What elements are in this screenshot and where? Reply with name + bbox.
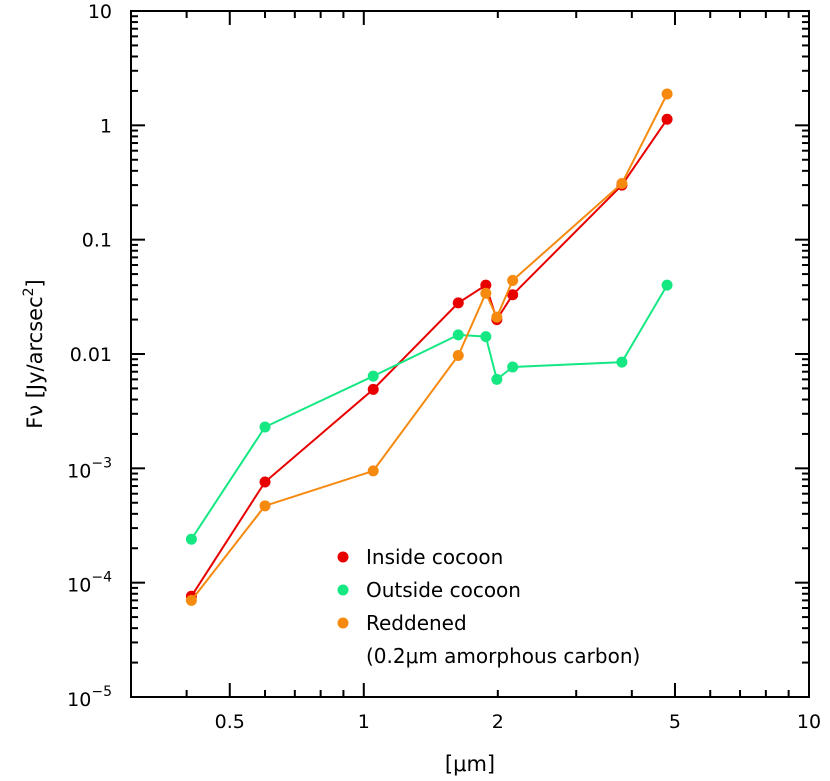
data-point [661, 279, 673, 291]
data-point [367, 465, 379, 477]
data-point [661, 113, 673, 125]
data-point [480, 331, 492, 343]
y-tick-label: 10 [88, 1, 112, 23]
data-point [452, 297, 464, 309]
data-point [507, 274, 519, 286]
legend-marker [337, 551, 349, 563]
data-point [259, 476, 271, 488]
data-point [185, 533, 197, 545]
data-point [452, 350, 464, 362]
x-tick-labels: 0.5 1 2 5 10 [215, 711, 821, 733]
data-point [661, 88, 673, 100]
y-tick-label-base: 10 [67, 689, 91, 711]
legend-marker [337, 617, 349, 629]
y-axis-label: Fν [Jy/arcsec2] [21, 279, 47, 429]
legend-label: Inside cocoon [366, 545, 503, 569]
y-tick-label: 10−3 [67, 455, 112, 482]
data-point [491, 373, 503, 385]
y-axis-label-close: ] [23, 279, 47, 287]
data-point [616, 356, 628, 368]
series-3 [185, 88, 673, 606]
y-axis-label-exp: 2 [21, 287, 37, 296]
series-line [190, 118, 668, 597]
x-tick-label: 0.5 [215, 711, 245, 733]
series-2 [185, 279, 673, 545]
y-tick-label: 10−4 [67, 570, 112, 597]
y-tick-label-exponent: −3 [91, 455, 112, 471]
data-point [452, 329, 464, 341]
y-axis-label-main: Fν [Jy/arcsec [23, 296, 47, 428]
data-point [367, 370, 379, 382]
y-tick-label-base: 10 [67, 460, 91, 482]
y-tick-label-exponent: −4 [91, 570, 112, 586]
legend-marker [337, 584, 349, 596]
data-point [259, 421, 271, 433]
y-tick-label: 10−5 [67, 684, 112, 711]
series-1 [185, 113, 673, 602]
data-point [480, 287, 492, 299]
legend-label: Reddened [366, 611, 467, 635]
y-tick-label: 1 [100, 115, 112, 137]
legend: Inside cocoon Outside cocoon Reddened (0.2μ… [337, 545, 640, 668]
x-tick-label: 10 [797, 711, 821, 733]
data-point [491, 311, 503, 323]
data-point [507, 361, 519, 373]
y-tick-label: 0.01 [70, 344, 112, 366]
y-tick-label: 0.1 [82, 230, 112, 252]
x-axis-label: [μm] [445, 752, 495, 776]
series-line [190, 93, 668, 602]
series-layer [185, 88, 673, 606]
data-point [259, 500, 271, 512]
y-tick-label-exponent: −5 [91, 684, 112, 700]
axis-ticks [130, 10, 810, 698]
data-point [185, 594, 197, 606]
data-point [367, 383, 379, 395]
y-tick-label-base: 10 [67, 575, 91, 597]
legend-note: (0.2μm amorphous carbon) [366, 644, 640, 668]
x-tick-label: 1 [358, 711, 370, 733]
x-tick-label: 2 [492, 711, 504, 733]
legend-label: Outside cocoon [366, 578, 521, 602]
data-point [480, 279, 492, 291]
data-point [616, 177, 628, 189]
x-tick-label: 5 [669, 711, 681, 733]
data-point [507, 289, 519, 301]
